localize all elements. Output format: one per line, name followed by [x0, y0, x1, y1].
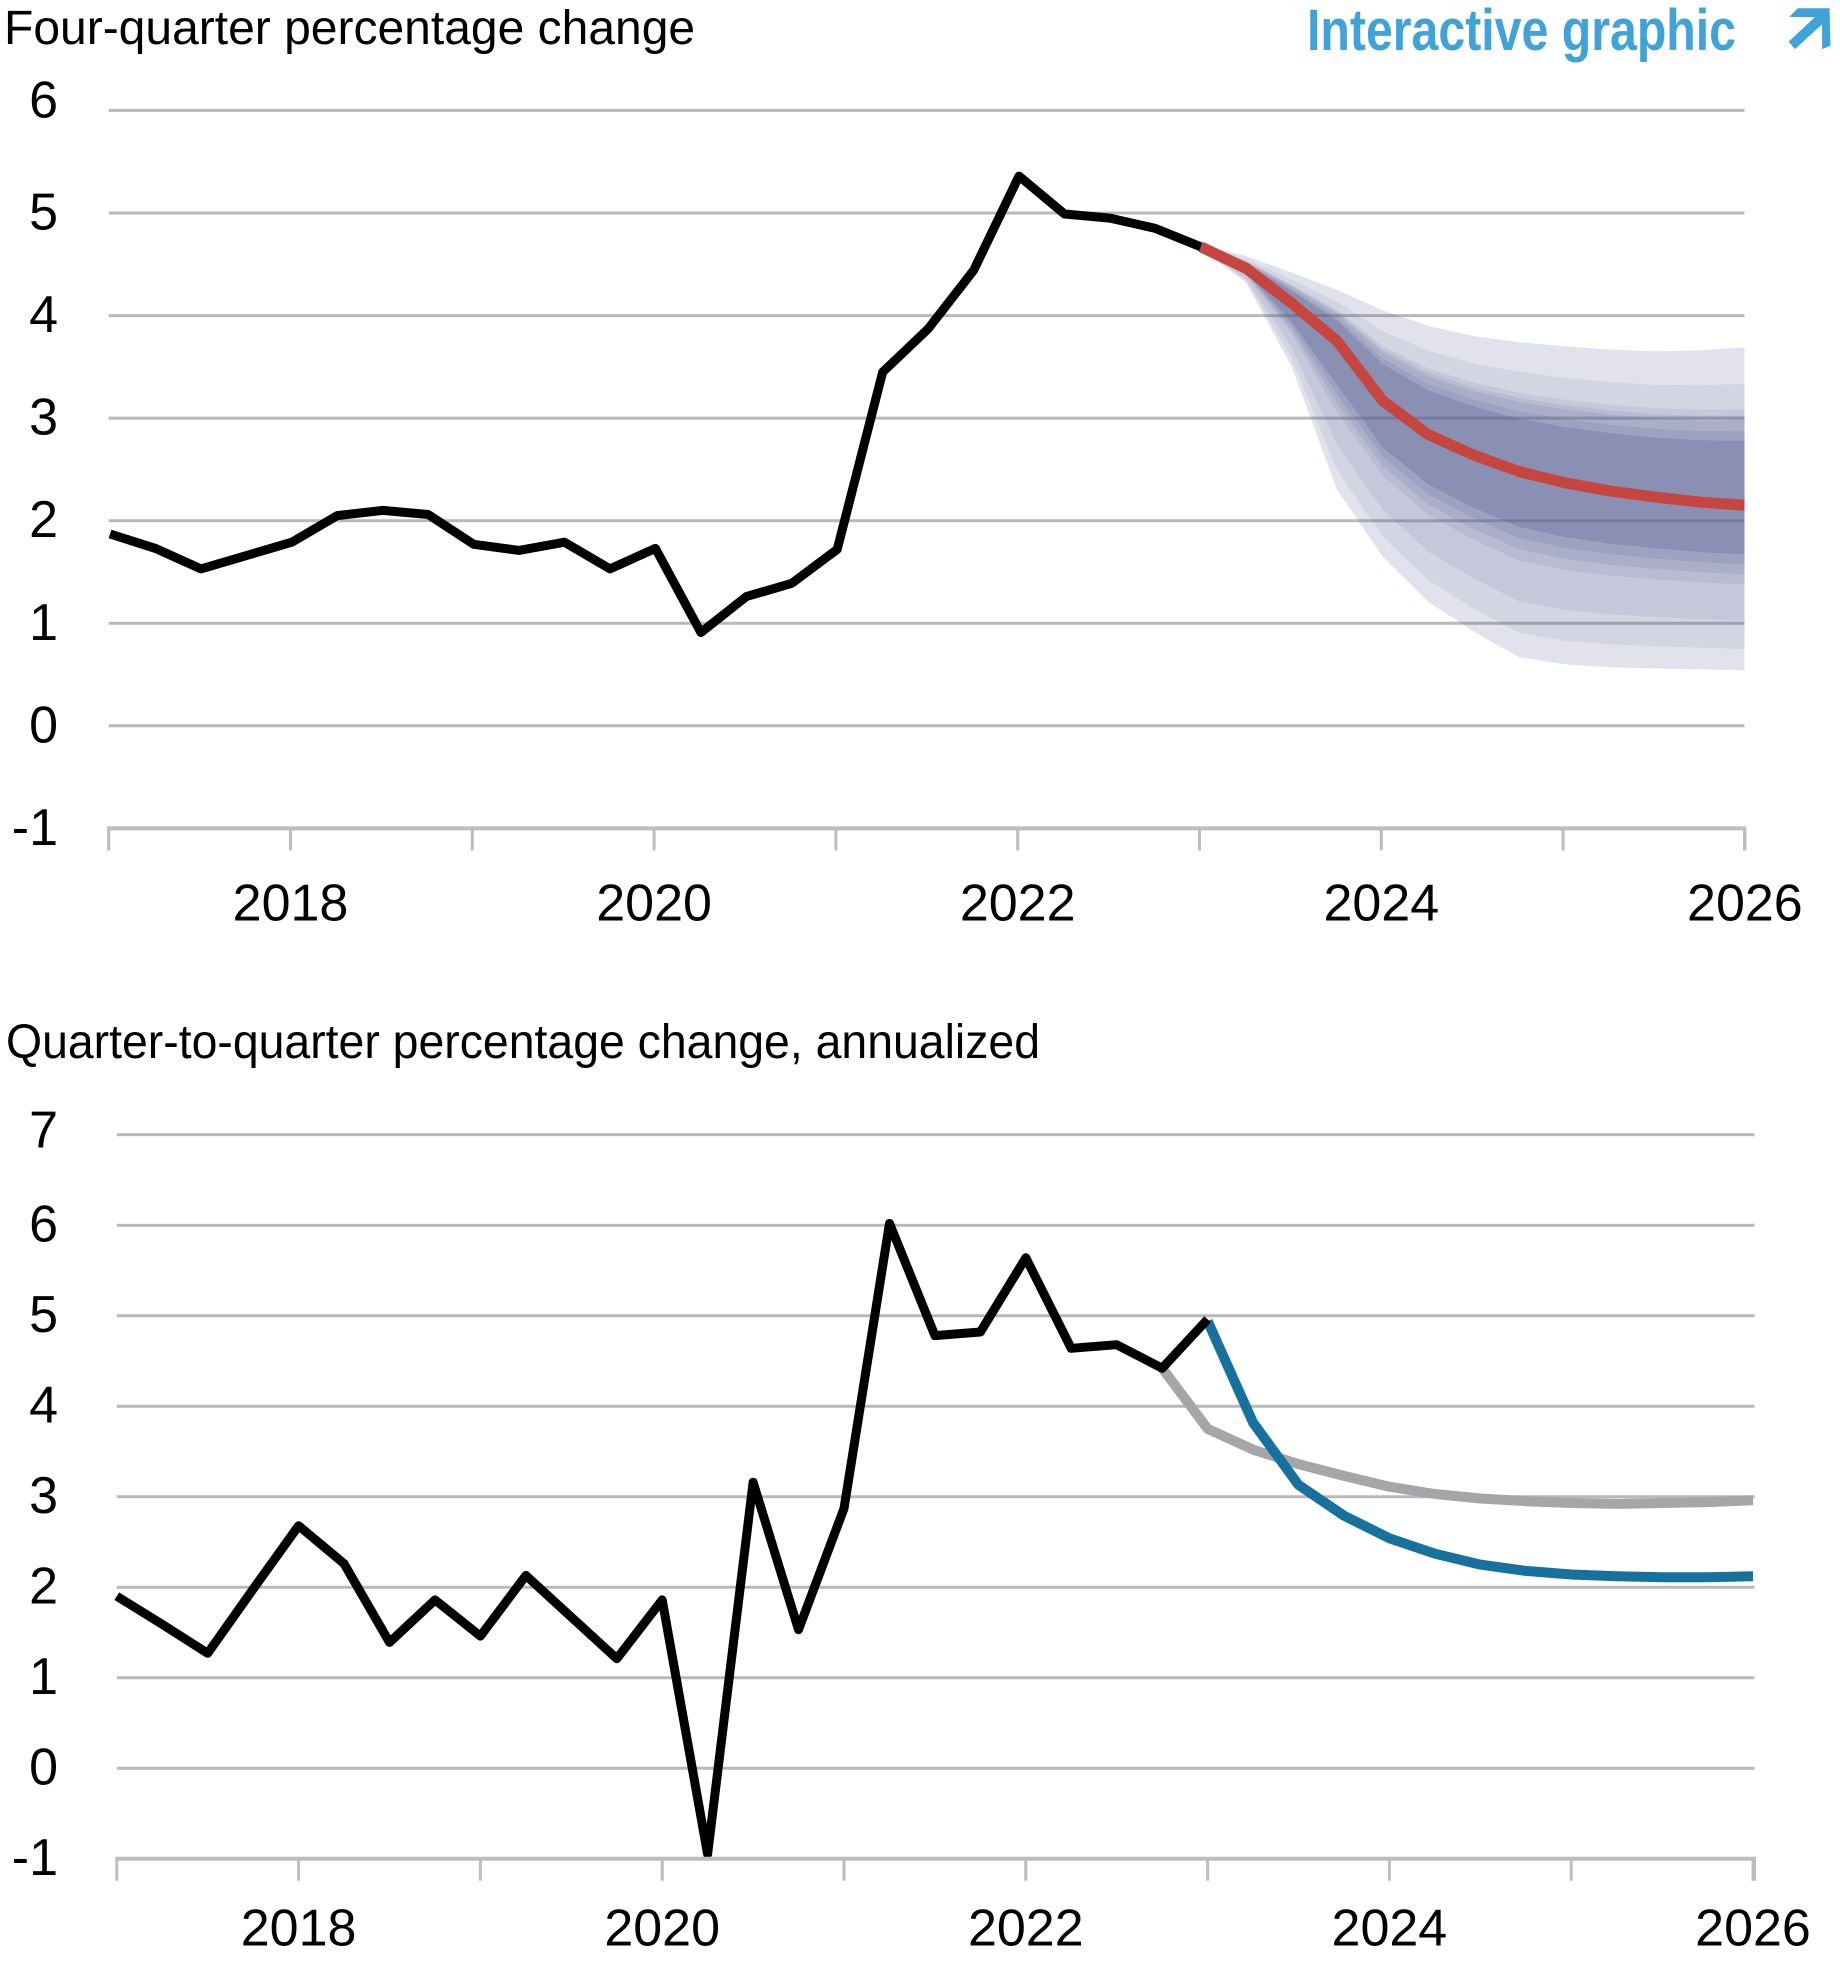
svg-text:0: 0: [29, 1739, 58, 1797]
svg-text:3: 3: [29, 1467, 58, 1525]
svg-text:1: 1: [29, 594, 58, 652]
svg-text:5: 5: [29, 1286, 58, 1344]
svg-text:-1: -1: [12, 799, 58, 857]
svg-text:2: 2: [29, 1558, 58, 1616]
svg-text:Interactive graphic: Interactive graphic: [1307, 0, 1736, 63]
svg-text:2020: 2020: [596, 874, 712, 932]
svg-text:3: 3: [29, 389, 58, 447]
svg-text:2026: 2026: [1695, 1900, 1811, 1958]
svg-text:4: 4: [29, 1377, 58, 1435]
svg-text:-1: -1: [12, 1829, 58, 1887]
svg-text:2022: 2022: [968, 1900, 1084, 1958]
svg-text:6: 6: [29, 71, 58, 129]
svg-text:Four-quarter percentage change: Four-quarter percentage change: [4, 2, 695, 55]
svg-text:6: 6: [29, 1196, 58, 1254]
svg-text:4: 4: [29, 286, 58, 344]
svg-text:2024: 2024: [1332, 1900, 1448, 1958]
svg-text:2020: 2020: [604, 1900, 720, 1958]
svg-text:1: 1: [29, 1648, 58, 1706]
svg-text:2022: 2022: [960, 874, 1076, 932]
svg-text:2018: 2018: [241, 1900, 357, 1958]
svg-text:2: 2: [29, 491, 58, 549]
svg-text:2018: 2018: [233, 874, 349, 932]
svg-text:2026: 2026: [1687, 874, 1803, 932]
svg-text:0: 0: [29, 696, 58, 754]
svg-text:Quarter-to-quarter percentage: Quarter-to-quarter percentage change, an…: [6, 1016, 1040, 1069]
svg-text:5: 5: [29, 184, 58, 242]
svg-text:2024: 2024: [1323, 874, 1439, 932]
svg-text:7: 7: [29, 1102, 58, 1160]
